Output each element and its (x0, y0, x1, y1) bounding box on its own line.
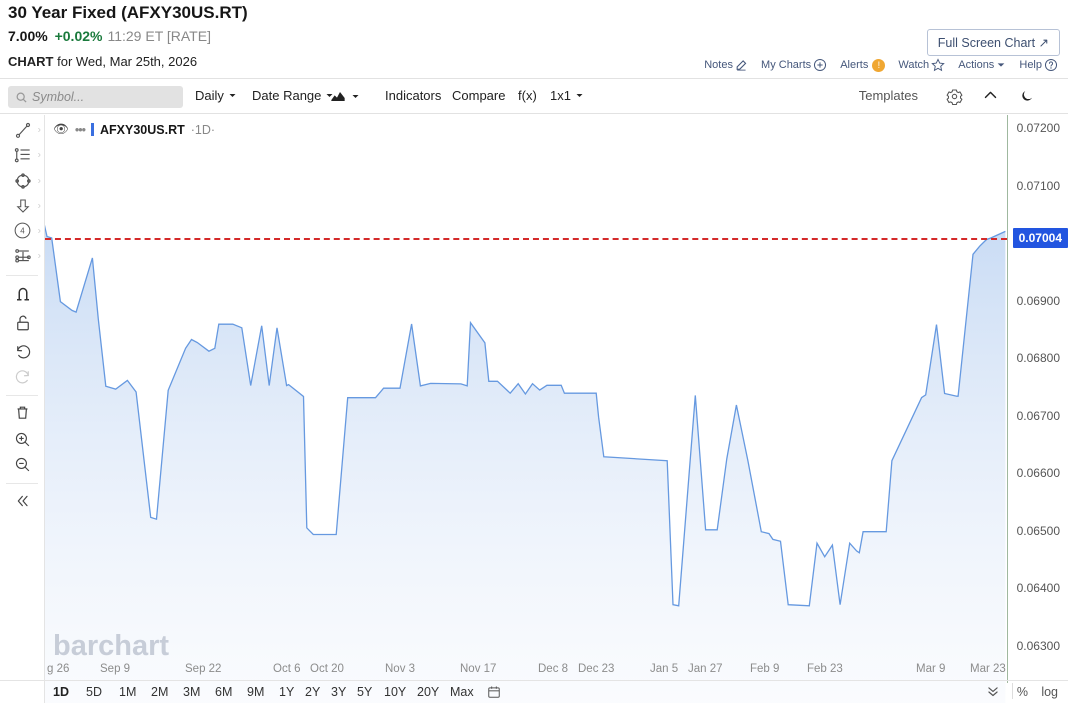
svg-text:4: 4 (20, 227, 25, 236)
